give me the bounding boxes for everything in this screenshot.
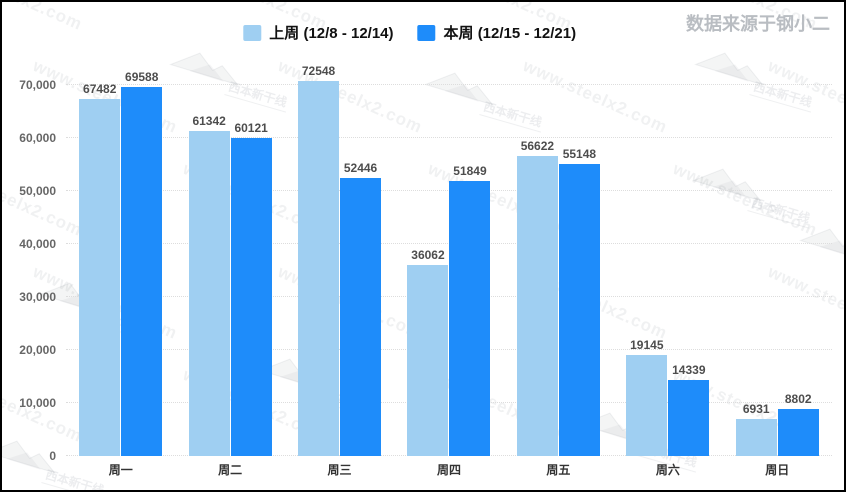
gridline: 30,000 [19,290,832,304]
bar-last-week[interactable] [626,354,668,456]
y-axis-tick-label: 40,000 [19,237,56,252]
bar-column: 72548 [298,64,340,456]
bar-value-label: 51849 [453,164,487,179]
bar-last-week[interactable] [735,419,777,456]
x-axis-category-label: 周二 [218,463,243,477]
data-source-label: 数据来源于钢小二 [686,14,830,34]
bar-value-label: 69588 [125,70,159,85]
watermark-url-text: www.steelx2.com [2,2,85,35]
bar-value-label: 19145 [630,337,664,352]
plot-area: 0 10,000 20,000 30,000 40,000 50,000 60,000 70,… [19,64,832,477]
bar-this-week[interactable] [558,163,600,456]
y-axis-tick-label: 70,000 [19,78,56,93]
x-axis-category-label: 周三 [327,463,352,477]
bar-value-label: 14339 [672,363,706,378]
bar-value-label: 36062 [411,247,445,262]
bar-this-week[interactable] [449,181,491,456]
bar-column: 51849 [449,64,491,456]
y-axis-tick-label: 20,000 [19,343,56,358]
legend-item-last-week[interactable]: 上周 (12/8 - 12/14) [243,22,394,43]
x-axis-category-label: 周四 [436,463,461,477]
bar-column: 61342 [188,64,230,456]
gridline: 40,000 [19,237,832,251]
bar-group: 19145 14339 周六 [613,64,722,477]
y-axis-tick-label: 60,000 [19,131,56,146]
bar-group: 56622 55148 周五 [504,64,613,477]
bar-column: 56622 [516,64,558,456]
bar-value-label: 61342 [192,114,226,129]
bar-this-week[interactable] [230,137,272,456]
bar-column: 8802 [777,64,819,456]
legend: 上周 (12/8 - 12/14) 本周 (12/15 - 12/21) [243,22,576,43]
bar-value-label: 6931 [742,402,770,417]
bar-last-week[interactable] [407,264,449,456]
y-axis-tick-label: 0 [49,449,56,463]
bar-value-label: 52446 [343,161,378,176]
bar-column: 55148 [558,64,600,456]
y-axis-tick-label: 30,000 [19,290,56,305]
x-axis-category-label: 周日 [765,463,790,477]
y-axis-tick-label: 10,000 [19,396,56,411]
legend-swatch-last-week [243,24,262,41]
bar-value-label: 56622 [520,139,555,154]
bar-group: 36062 51849 周四 [394,64,503,477]
bar-value-label: 8802 [784,392,812,407]
y-axis-tick-label: 50,000 [19,184,56,199]
gridline: 50,000 [19,184,832,198]
gridline: 70,000 [19,78,832,92]
bar-this-week[interactable] [340,178,382,456]
bar-group: 67482 69588 周一 [66,64,175,477]
bar-value-label: 60121 [234,120,268,135]
bar-last-week[interactable] [298,81,340,456]
bar-value-label: 72548 [301,64,336,78]
bar-this-week[interactable] [121,87,163,456]
bar-column: 67482 [79,64,121,456]
bar-column: 52446 [340,64,382,456]
bar-last-week[interactable] [79,98,121,456]
gridline: 10,000 [19,396,832,410]
legend-item-this-week[interactable]: 本周 (12/15 - 12/21) [417,22,577,43]
bar-groups: 67482 69588 周一 61342 60121 周二 72548 52446 周三 3606… [66,64,832,477]
bar-value-label: 67482 [83,81,117,96]
bar-group: 61342 60121 周二 [175,64,284,477]
bar-column: 6931 [735,64,777,456]
legend-label-this-week: 本周 (12/15 - 12/21) [443,25,577,42]
legend-swatch-this-week [417,24,436,41]
gridline: 60,000 [19,131,832,145]
x-axis-category-label: 周六 [655,463,680,477]
bar-column: 60121 [230,64,272,456]
bar-this-week[interactable] [668,380,710,456]
bar-this-week[interactable] [777,409,819,456]
gridline: 0 [49,449,832,463]
bar-last-week[interactable] [516,156,558,456]
x-axis-category-label: 周五 [546,463,571,477]
gridline: 20,000 [19,343,832,357]
bar-column: 69588 [121,64,163,456]
bar-column: 36062 [407,64,449,456]
bar-value-label: 55148 [562,146,597,161]
x-axis-category-label: 周一 [108,463,133,477]
bar-group: 6931 8802 周日 [723,64,832,477]
bar-group: 72548 52446 周三 [285,64,394,477]
legend-label-last-week: 上周 (12/8 - 12/14) [269,25,394,42]
bar-column: 19145 [626,64,668,456]
bar-last-week[interactable] [188,131,230,456]
bar-column: 14339 [668,64,710,456]
